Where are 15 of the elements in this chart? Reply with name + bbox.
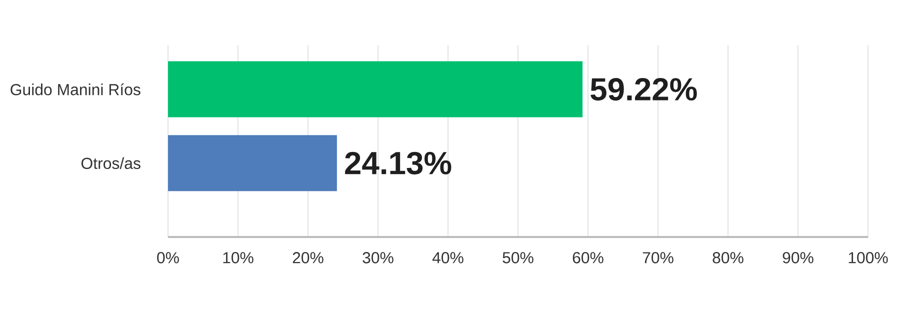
x-tick-label: 80% <box>712 252 744 264</box>
x-tick-label: 30% <box>362 252 394 264</box>
x-tick-label: 10% <box>223 252 254 264</box>
x-tick-label: 90% <box>782 252 814 264</box>
data-label: 59.22% <box>590 78 697 101</box>
x-tick-label: 40% <box>432 252 464 264</box>
data-label: 24.13% <box>345 152 452 174</box>
y-tick-label: Guido Manini Ríos <box>10 83 140 96</box>
x-tick-label: 100% <box>848 252 888 264</box>
x-tick-label: 0% <box>157 252 179 264</box>
x-tick-label: 60% <box>572 252 604 264</box>
y-tick-label: Otros/as <box>81 157 140 170</box>
x-tick-label: 50% <box>502 252 534 264</box>
x-tick-label: 20% <box>292 252 324 264</box>
x-tick-label: 70% <box>642 252 674 264</box>
